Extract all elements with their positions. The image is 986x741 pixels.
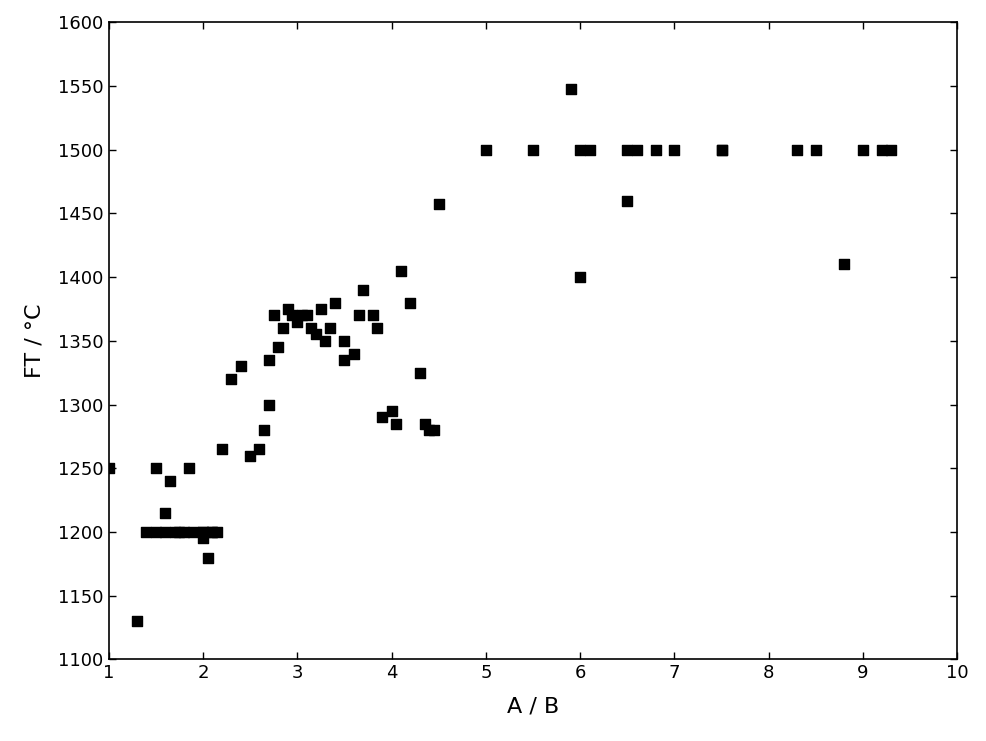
Point — [195, 533, 211, 545]
Point — [854, 144, 870, 156]
Point — [148, 526, 164, 538]
Y-axis label: FT / °C: FT / °C — [25, 304, 44, 378]
Point — [581, 144, 597, 156]
Point — [167, 526, 182, 538]
Point — [185, 526, 201, 538]
Point — [336, 354, 352, 366]
Point — [157, 526, 173, 538]
Point — [180, 462, 196, 474]
Point — [628, 144, 644, 156]
Point — [284, 310, 300, 322]
Point — [426, 424, 442, 436]
Point — [416, 418, 432, 430]
Point — [317, 335, 333, 347]
Point — [350, 310, 366, 322]
Point — [369, 322, 385, 334]
Point — [882, 144, 898, 156]
Point — [525, 144, 540, 156]
Point — [808, 144, 823, 156]
Point — [374, 411, 389, 423]
Point — [336, 335, 352, 347]
Point — [148, 462, 164, 474]
Point — [214, 443, 230, 455]
Point — [275, 322, 291, 334]
Point — [251, 443, 267, 455]
Point — [572, 271, 588, 283]
Point — [260, 399, 276, 411]
Point — [562, 82, 578, 94]
Point — [421, 424, 437, 436]
Point — [195, 526, 211, 538]
Point — [322, 322, 338, 334]
Point — [172, 526, 187, 538]
Point — [345, 348, 361, 359]
Point — [299, 310, 315, 322]
Point — [204, 526, 220, 538]
Point — [477, 144, 493, 156]
Point — [647, 144, 663, 156]
Point — [874, 144, 889, 156]
Point — [789, 144, 805, 156]
Point — [195, 526, 211, 538]
Point — [402, 296, 418, 308]
Point — [365, 310, 381, 322]
Point — [303, 322, 318, 334]
Point — [835, 259, 851, 270]
Point — [619, 195, 635, 207]
Point — [265, 310, 281, 322]
Point — [392, 265, 408, 276]
Point — [233, 360, 248, 372]
Point — [713, 144, 729, 156]
Point — [256, 424, 272, 436]
Point — [355, 284, 371, 296]
Point — [384, 405, 399, 417]
Point — [411, 367, 427, 379]
Point — [572, 144, 588, 156]
Point — [204, 526, 220, 538]
Point — [270, 342, 286, 353]
Point — [162, 475, 177, 487]
Point — [223, 373, 239, 385]
Point — [313, 303, 328, 315]
Point — [101, 462, 116, 474]
Point — [157, 507, 173, 519]
Point — [619, 144, 635, 156]
Point — [713, 144, 729, 156]
Point — [294, 310, 310, 322]
X-axis label: A / B: A / B — [507, 697, 558, 717]
Point — [176, 526, 191, 538]
Point — [430, 199, 446, 210]
Point — [326, 296, 342, 308]
Point — [242, 450, 257, 462]
Point — [308, 328, 323, 340]
Point — [289, 316, 305, 328]
Point — [209, 526, 225, 538]
Point — [129, 615, 145, 627]
Point — [138, 526, 154, 538]
Point — [387, 418, 403, 430]
Point — [260, 354, 276, 366]
Point — [280, 303, 296, 315]
Point — [199, 551, 215, 563]
Point — [666, 144, 681, 156]
